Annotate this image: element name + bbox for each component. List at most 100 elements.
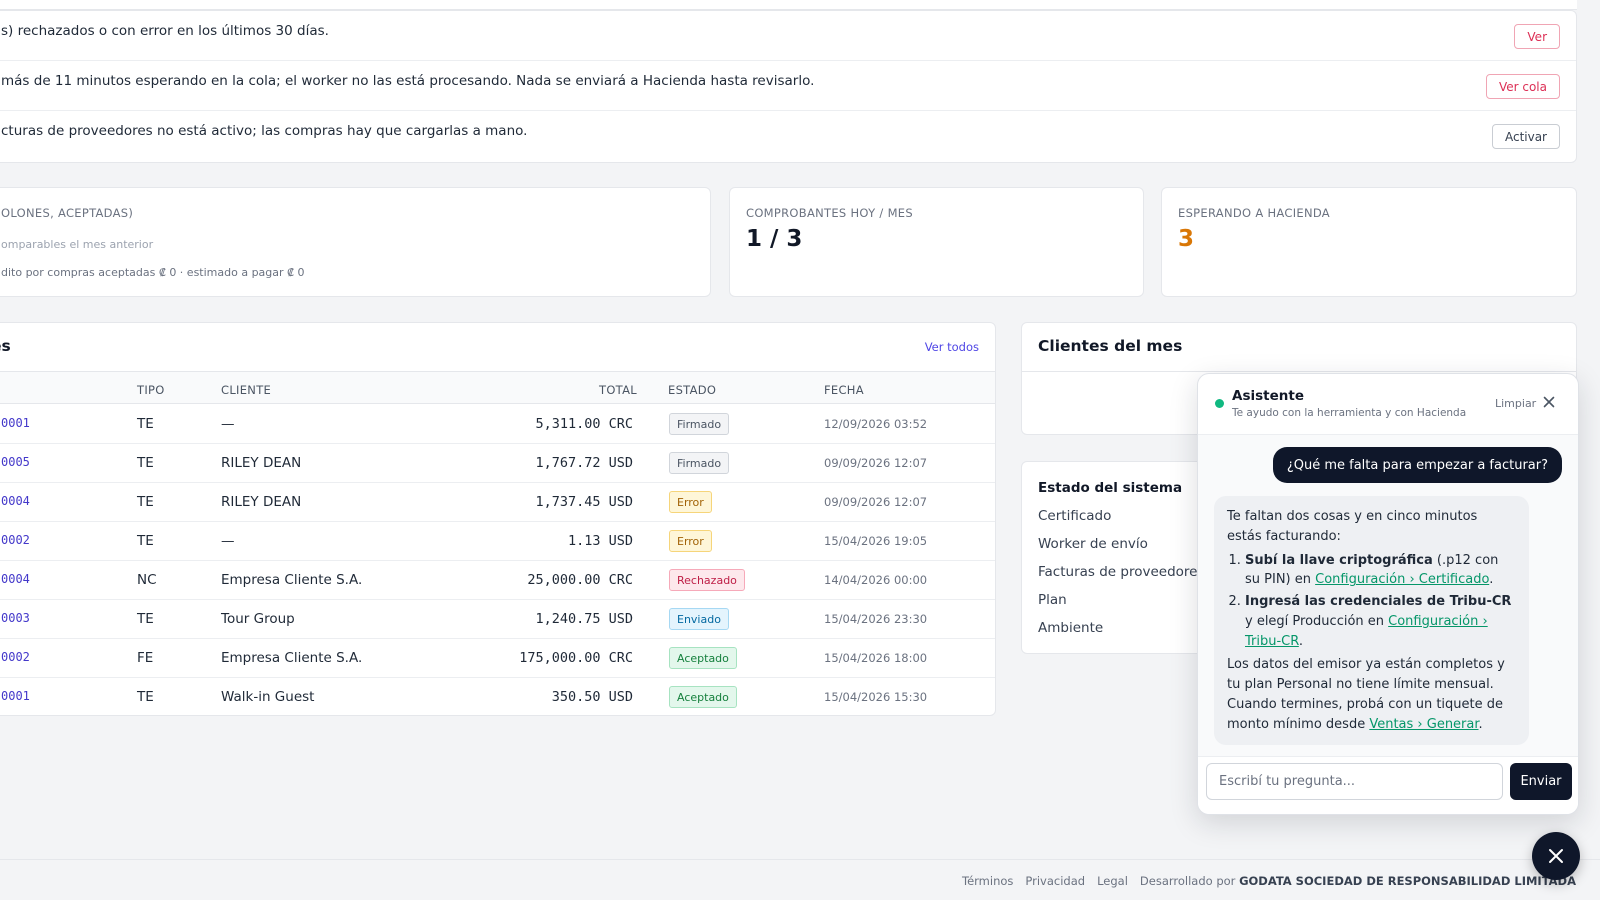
doc-date: 15/04/2026 23:30: [824, 612, 928, 626]
chat-input-row: Enviar: [1198, 756, 1578, 814]
reply-steps: Subí la llave criptográfica (.p12 con su…: [1227, 551, 1516, 652]
chat-input[interactable]: [1206, 763, 1503, 800]
status-badge: Enviado: [669, 608, 729, 630]
divider: [1022, 371, 1576, 372]
view-queue-button[interactable]: Ver cola: [1485, 74, 1560, 99]
doc-client: Walk-in Guest: [221, 689, 315, 705]
reply-outro-text: Los datos del emisor ya están completos …: [1227, 657, 1505, 732]
doc-number-link[interactable]: 0004: [1, 572, 30, 586]
doc-client: Empresa Cliente S.A.: [221, 650, 363, 666]
assistant-panel: Asistente Te ayudo con la herramienta y …: [1197, 373, 1579, 815]
alert-suppliers: cturas de proveedores no está activo; la…: [0, 111, 1576, 161]
status-certificate: Certificado: [1038, 508, 1112, 524]
status-badge: Firmado: [669, 413, 730, 435]
status-badge: Aceptado: [669, 686, 737, 708]
doc-client: RILEY DEAN: [221, 494, 302, 510]
certificate-settings-link[interactable]: Configuración › Certificado: [1315, 572, 1490, 588]
status-badge: Aceptado: [669, 647, 737, 669]
doc-number-link[interactable]: 0003: [1, 611, 30, 625]
step1-bold: Subí la llave criptográfica: [1245, 552, 1433, 568]
close-icon: [1549, 849, 1563, 863]
doc-total: 1,240.75 USD: [535, 611, 633, 627]
table-row[interactable]: 0003 TE Tour Group 1,240.75 USD 15/04/2026 2…: [0, 600, 995, 639]
view-all-link[interactable]: Ver todos: [924, 340, 979, 354]
doc-total: 1.13 USD: [567, 533, 633, 549]
table-row[interactable]: 0001 TE Walk-in Guest 350.50 USD 15/04/2026 …: [0, 678, 995, 715]
kpi-sales-detail: dito por compras aceptadas ₡ 0 · estimad…: [1, 266, 305, 279]
col-estado: ESTADO: [668, 383, 717, 397]
status-worker: Worker de envío: [1038, 536, 1148, 552]
kpi-today-label: COMPROBANTES HOY / MES: [746, 206, 913, 220]
online-status-icon: [1215, 399, 1224, 408]
table-row[interactable]: 0004 TE RILEY DEAN 1,737.45 USD 09/09/2026 1…: [0, 483, 995, 522]
status-badge: Firmado: [669, 452, 730, 474]
footer-privacy-link[interactable]: Privacidad: [1025, 874, 1086, 888]
status-suppliers: Facturas de proveedores: [1038, 564, 1205, 580]
assistant-message: Te faltan dos cosas y en cinco minutos e…: [1214, 496, 1529, 746]
doc-number-link[interactable]: 0001: [1, 416, 30, 430]
footer-terms-link[interactable]: Términos: [962, 874, 1014, 888]
doc-total: 1,737.45 USD: [535, 494, 633, 510]
alert-text: cturas de proveedores no está activo; la…: [1, 123, 528, 139]
status-badge: Rechazado: [669, 569, 745, 591]
doc-date: 09/09/2026 12:07: [824, 456, 928, 470]
recent-documents-title: es: [0, 337, 11, 355]
table-row[interactable]: 0002 FE Empresa Cliente S.A. 175,000.00 CRC…: [0, 639, 995, 678]
doc-number-link[interactable]: 0005: [1, 455, 30, 469]
assistant-title: Asistente: [1232, 388, 1304, 404]
doc-client: Empresa Cliente S.A.: [221, 572, 363, 588]
doc-date: 15/04/2026 15:30: [824, 690, 928, 704]
doc-total: 25,000.00 CRC: [527, 572, 633, 588]
send-button[interactable]: Enviar: [1510, 763, 1572, 800]
table-row[interactable]: 0002 TE — 1.13 USD 15/04/2026 19:05 Error: [0, 522, 995, 561]
activate-button[interactable]: Activar: [1491, 124, 1560, 149]
footer-credit: Desarrollado por GODATA SOCIEDAD DE RESP…: [1140, 874, 1576, 888]
doc-total: 175,000.00 CRC: [519, 650, 633, 666]
kpi-waiting-label: ESPERANDO A HACIENDA: [1178, 206, 1330, 220]
system-status-title: Estado del sistema: [1038, 480, 1183, 496]
alert-text: s) rechazados o con error en los últimos…: [1, 23, 329, 39]
doc-date: 09/09/2026 12:07: [824, 495, 928, 509]
header-border: [0, 0, 1577, 10]
table-row[interactable]: 0001 TE — 5,311.00 CRC 12/09/2026 03:52 Firma…: [0, 405, 995, 444]
step2-text: y elegí Producción en: [1245, 613, 1389, 629]
reply-intro: Te faltan dos cosas y en cinco minutos e…: [1227, 509, 1478, 544]
doc-type: TE: [137, 611, 154, 627]
doc-number-link[interactable]: 0004: [1, 494, 30, 508]
kpi-today-value: 1 / 3: [746, 226, 803, 252]
footer-legal-link[interactable]: Legal: [1097, 874, 1128, 888]
doc-date: 15/04/2026 18:00: [824, 651, 928, 665]
doc-type: FE: [137, 650, 154, 666]
doc-type: TE: [137, 494, 154, 510]
tribu-settings-link[interactable]: Configuración › Tribu-CR: [1245, 613, 1488, 649]
status-badge: Error: [669, 530, 712, 552]
status-plan: Plan: [1038, 592, 1067, 608]
doc-total: 5,311.00 CRC: [535, 416, 633, 432]
assistant-header: Asistente Te ayudo con la herramienta y …: [1198, 374, 1578, 435]
view-rejected-button[interactable]: Ver: [1514, 24, 1560, 49]
table-row[interactable]: 0004 NC Empresa Cliente S.A. 25,000.00 CRC 1…: [0, 561, 995, 600]
status-badge: Error: [669, 491, 712, 513]
reply-step: Subí la llave criptográfica (.p12 con su…: [1245, 551, 1516, 591]
clients-month-title: Clientes del mes: [1038, 337, 1183, 355]
clear-chat-button[interactable]: Limpiar: [1495, 397, 1537, 410]
footer: Términos Privacidad Legal Desarrollado p…: [0, 859, 1600, 900]
recent-documents-card: es Ver todos TIPO CLIENTE TOTAL ESTADO F…: [0, 322, 996, 716]
alerts-card: s) rechazados o con error en los últimos…: [0, 10, 1577, 163]
doc-number-link[interactable]: 0002: [1, 650, 30, 664]
doc-type: NC: [137, 572, 157, 588]
step2-bold: Ingresá las credenciales de Tribu-CR: [1245, 594, 1512, 609]
doc-number-link[interactable]: 0002: [1, 533, 30, 547]
close-icon[interactable]: [1541, 394, 1557, 410]
table-row[interactable]: 0005 TE RILEY DEAN 1,767.72 USD 09/09/2026 1…: [0, 444, 995, 483]
doc-type: TE: [137, 533, 154, 549]
col-tipo: TIPO: [137, 383, 165, 397]
alert-rejected: s) rechazados o con error en los últimos…: [0, 11, 1576, 61]
doc-client: —: [221, 533, 235, 549]
doc-type: TE: [137, 416, 154, 432]
doc-number-link[interactable]: 0001: [1, 689, 30, 703]
doc-date: 12/09/2026 03:52: [824, 417, 928, 431]
assistant-toggle-button[interactable]: [1532, 832, 1580, 880]
generate-sales-link[interactable]: Ventas › Generar: [1369, 716, 1479, 732]
doc-total: 1,767.72 USD: [535, 455, 633, 471]
